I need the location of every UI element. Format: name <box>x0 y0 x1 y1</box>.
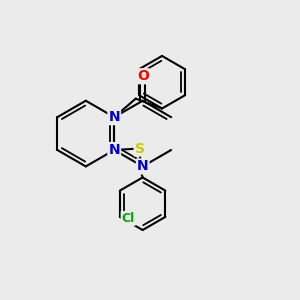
Text: Cl: Cl <box>122 212 135 225</box>
Text: S: S <box>135 142 145 155</box>
Text: N: N <box>137 159 148 173</box>
Text: O: O <box>137 69 148 83</box>
Text: N: N <box>108 110 120 124</box>
Text: N: N <box>108 143 120 157</box>
